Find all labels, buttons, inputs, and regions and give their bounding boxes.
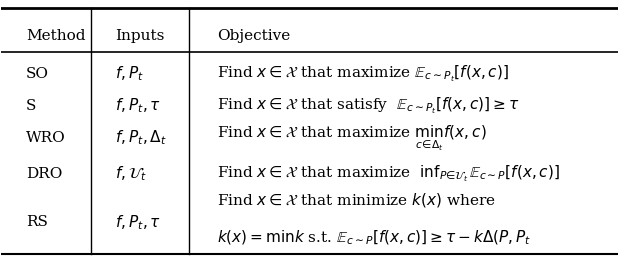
Text: $k(x) = \min k$ s.t. $\mathbb{E}_{c \sim P}[f(x,c)] \geq \tau - k\Delta(P, P_t$: $k(x) = \min k$ s.t. $\mathbb{E}_{c \sim… xyxy=(217,228,531,247)
Text: Objective: Objective xyxy=(217,29,291,43)
Text: RS: RS xyxy=(26,215,48,229)
Text: $f, P_t, \tau$: $f, P_t, \tau$ xyxy=(115,97,161,115)
Text: DRO: DRO xyxy=(26,167,63,181)
Text: Method: Method xyxy=(26,29,86,43)
Text: WRO: WRO xyxy=(26,131,66,145)
Text: $f, P_t, \tau$: $f, P_t, \tau$ xyxy=(115,213,161,231)
Text: $f, P_t, \Delta_t$: $f, P_t, \Delta_t$ xyxy=(115,128,168,147)
Text: Find $x \in \mathcal{X}$ that maximize $\mathbb{E}_{c \sim P_t}[f(x,c)]$: Find $x \in \mathcal{X}$ that maximize $… xyxy=(217,64,509,84)
Text: SO: SO xyxy=(26,67,49,81)
Text: Inputs: Inputs xyxy=(115,29,165,43)
Text: Find $x \in \mathcal{X}$ that maximize $\min_{c \in \Delta_t} f(x,c)$: Find $x \in \mathcal{X}$ that maximize $… xyxy=(217,123,487,152)
Text: $f, \mathcal{U}_t$: $f, \mathcal{U}_t$ xyxy=(115,164,148,183)
Text: Find $x \in \mathcal{X}$ that satisfy  $\mathbb{E}_{c \sim P_t}[f(x,c)] \geq \ta: Find $x \in \mathcal{X}$ that satisfy $\… xyxy=(217,96,520,116)
Text: Find $x \in \mathcal{X}$ that maximize  $\inf_{P \in \mathcal{U}_t} \mathbb{E}_{: Find $x \in \mathcal{X}$ that maximize $… xyxy=(217,163,560,184)
Text: Find $x \in \mathcal{X}$ that minimize $k(x)$ where: Find $x \in \mathcal{X}$ that minimize $… xyxy=(217,191,496,209)
Text: $f, P_t$: $f, P_t$ xyxy=(115,65,145,84)
Text: S: S xyxy=(26,99,36,113)
